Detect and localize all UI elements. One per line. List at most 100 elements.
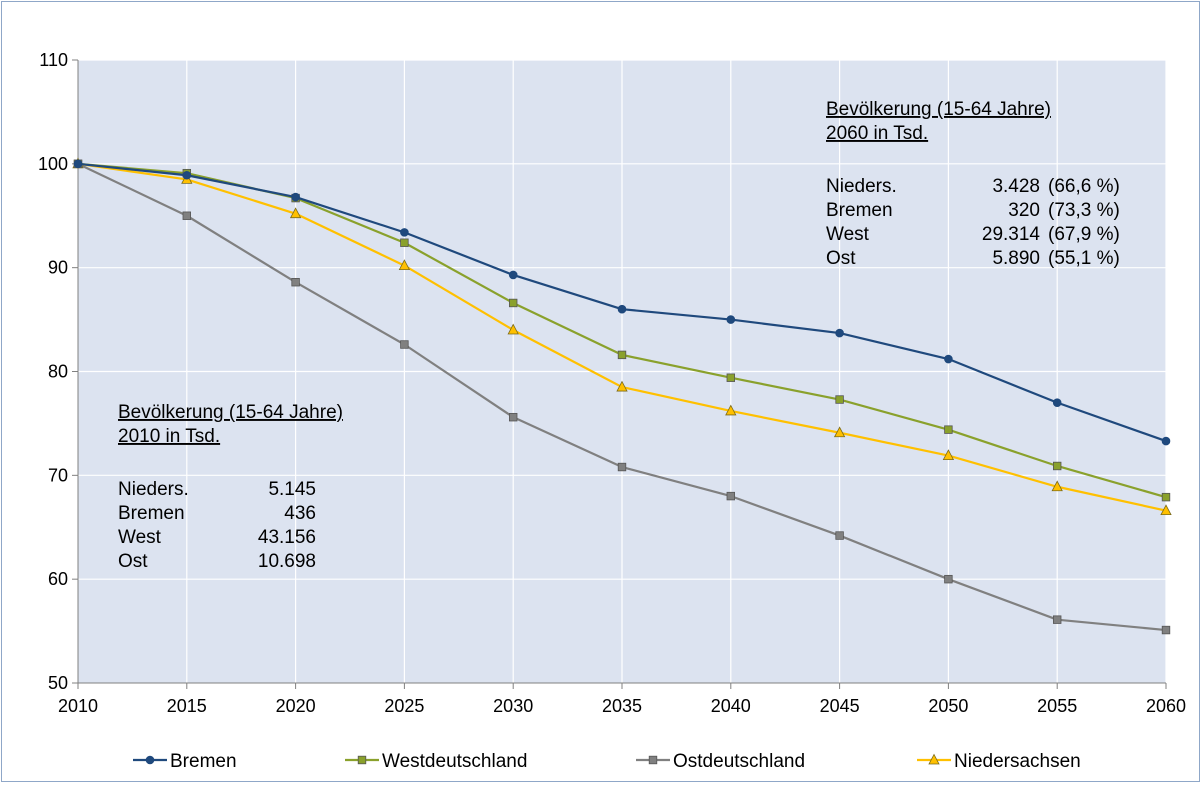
- legend-item-bremen: Bremen: [133, 751, 237, 772]
- data-point: [617, 304, 627, 314]
- legend-item-westdeutschland: Westdeutschland: [345, 751, 527, 772]
- data-point: [1161, 625, 1171, 635]
- data-point: [1053, 615, 1062, 624]
- legend-label: Ostdeutschland: [673, 751, 805, 772]
- legend-label: Westdeutschland: [382, 751, 527, 772]
- gridlines: [78, 59, 1167, 683]
- data-point: [617, 462, 627, 472]
- x-tick-label: 2015: [167, 696, 207, 716]
- data-point: [400, 238, 409, 247]
- annotation-label: Ost: [826, 248, 856, 269]
- data-point: [942, 449, 955, 461]
- annotation-percent: (55,1 %): [1048, 248, 1120, 269]
- annotation-box: Bevölkerung (15-64 Jahre) 2060 in Tsd. Nie…: [826, 99, 1120, 269]
- annotation-label: Bremen: [826, 200, 893, 221]
- annotation-percent: (66,6 %): [1048, 176, 1120, 197]
- data-point: [726, 315, 736, 324]
- data-point: [400, 228, 409, 237]
- annotation-value: 5.890: [992, 248, 1040, 269]
- series-layer: [72, 157, 1172, 635]
- legend-item-niedersachsen: Niedersachsen: [917, 751, 1081, 772]
- annotation-label: Ost: [118, 551, 148, 572]
- annotation-label: Bremen: [118, 503, 185, 524]
- x-tick-label: 2050: [928, 696, 968, 716]
- annotation-percent: (73,3 %): [1048, 200, 1120, 221]
- y-tick-label: 60: [48, 569, 68, 589]
- annotation-value: 3.428: [992, 176, 1040, 197]
- axes: 50 60 70 80 90 100 110 2010 2015 2020 2025 2030 2035…: [38, 50, 1186, 716]
- legend-marker: [145, 755, 155, 765]
- x-tick-label: 2055: [1037, 696, 1077, 716]
- data-point: [944, 354, 953, 364]
- data-point: [726, 373, 735, 382]
- annotation-value: 10.698: [258, 551, 316, 572]
- data-point: [1053, 461, 1062, 471]
- x-tick-label: 2030: [493, 696, 533, 716]
- data-point: [617, 350, 627, 360]
- data-point: [616, 380, 628, 392]
- data-point: [1052, 398, 1062, 407]
- y-tick-label: 80: [48, 362, 68, 382]
- data-point: [726, 491, 735, 501]
- data-point: [182, 211, 191, 220]
- data-point: [835, 395, 844, 404]
- annotation-heading: 2010 in Tsd.: [118, 426, 220, 447]
- legend-label: Niedersachsen: [954, 751, 1081, 772]
- data-point: [835, 531, 844, 540]
- data-point: [400, 340, 409, 349]
- annotation-value: 320: [1008, 200, 1040, 221]
- annotation-label: West: [826, 224, 870, 245]
- x-tick-label: 2010: [58, 696, 98, 716]
- x-tick-label: 2040: [711, 696, 751, 716]
- data-point: [507, 323, 519, 335]
- data-point: [944, 574, 953, 584]
- annotation-box: Bevölkerung (15-64 Jahre) 2010 in Tsd. Nie…: [118, 402, 343, 572]
- data-point: [291, 192, 300, 202]
- data-point: [291, 278, 300, 287]
- data-point: [1161, 436, 1171, 446]
- data-point: [944, 425, 953, 434]
- data-point: [1161, 492, 1171, 502]
- y-tick-label: 110: [39, 50, 68, 70]
- data-point: [182, 170, 192, 180]
- annotation-heading: Bevölkerung (15-64 Jahre): [118, 402, 343, 423]
- legend-label: Bremen: [170, 751, 237, 772]
- annotation-heading: Bevölkerung (15-64 Jahre): [826, 99, 1051, 120]
- x-tick-label: 2020: [276, 696, 316, 716]
- legend: Bremen Westdeutschland Ostdeutschland Niede…: [133, 751, 1081, 772]
- annotations: Bevölkerung (15-64 Jahre) 2060 in Tsd. Nie…: [118, 99, 1120, 572]
- series-bremen: [73, 159, 1171, 446]
- data-point: [508, 270, 518, 280]
- x-tick-label: 2035: [602, 696, 642, 716]
- x-tick-label: 2060: [1146, 696, 1186, 716]
- data-point: [73, 159, 83, 169]
- y-tick-label: 100: [38, 154, 68, 174]
- annotation-label: West: [118, 527, 162, 548]
- data-point: [398, 259, 411, 270]
- annotation-value: 5.145: [268, 479, 316, 500]
- annotation-value: 29.314: [982, 224, 1041, 245]
- y-tick-label: 50: [48, 673, 68, 693]
- annotation-label: Nieders.: [118, 479, 189, 500]
- data-point: [1051, 480, 1063, 492]
- x-tick-label: 2045: [820, 696, 860, 716]
- data-point: [835, 328, 844, 338]
- y-tick-label: 70: [48, 465, 68, 485]
- legend-marker: [357, 755, 367, 765]
- annotation-label: Nieders.: [826, 176, 897, 197]
- legend-marker: [928, 753, 940, 765]
- data-point: [833, 426, 846, 438]
- annotation-value: 43.156: [258, 527, 316, 548]
- x-tick-label: 2025: [384, 696, 424, 716]
- legend-item-ostdeutschland: Ostdeutschland: [636, 751, 805, 772]
- y-tick-label: 90: [48, 258, 68, 278]
- data-point: [508, 298, 518, 308]
- annotation-percent: (67,9 %): [1048, 224, 1120, 245]
- data-point: [289, 207, 302, 219]
- data-point: [508, 412, 518, 422]
- annotation-heading: 2060 in Tsd.: [826, 123, 928, 144]
- annotation-value: 436: [284, 503, 316, 524]
- data-point: [1160, 504, 1172, 516]
- legend-marker: [648, 755, 658, 765]
